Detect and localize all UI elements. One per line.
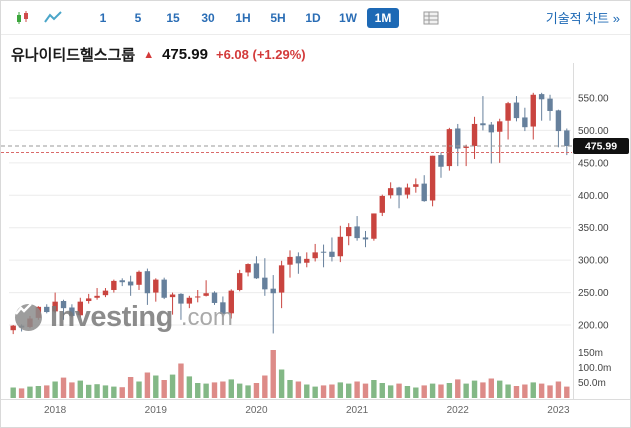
- svg-text:2021: 2021: [346, 405, 369, 416]
- technical-chart-link[interactable]: 기술적 차트 »: [545, 11, 620, 26]
- last-price: 475.99: [162, 46, 208, 63]
- svg-text:2018: 2018: [44, 405, 67, 416]
- candles: [10, 92, 570, 335]
- price-grid: [1, 63, 630, 400]
- timeframe-button-1W[interactable]: 1W: [339, 10, 357, 25]
- price-lines: [1, 145, 572, 153]
- timeframe-button-1M[interactable]: 1M: [367, 7, 399, 28]
- svg-text:350.00: 350.00: [578, 223, 609, 234]
- price-chart[interactable]: 550.00 500.00 450.00 400.00 350.00 300.00 250.…: [1, 63, 631, 428]
- svg-text:50.0m: 50.0m: [578, 378, 606, 389]
- svg-text:2020: 2020: [245, 405, 268, 416]
- timeframe-button-1D[interactable]: 1D: [305, 10, 321, 25]
- svg-text:200.00: 200.00: [578, 321, 609, 332]
- svg-text:400.00: 400.00: [578, 191, 609, 202]
- timeframe-button-5H[interactable]: 5H: [270, 10, 286, 25]
- axis-labels: 550.00 500.00 450.00 400.00 350.00 300.00 250.…: [44, 94, 611, 417]
- instrument-header: 유나이티드헬스그룹 ▲ 475.99 +6.08 (+1.29%): [1, 35, 630, 65]
- timeframe-button-1[interactable]: 1: [99, 10, 107, 25]
- svg-text:2023: 2023: [547, 405, 570, 416]
- current-price-tag: 475.99: [573, 138, 629, 155]
- svg-text:475.99: 475.99: [585, 141, 617, 153]
- line-chart-icon[interactable]: [41, 7, 65, 29]
- volume-bars: [10, 350, 570, 398]
- indicator-panel-icon[interactable]: [419, 7, 443, 29]
- timeframe-button-5[interactable]: 5: [134, 10, 142, 25]
- svg-text:2019: 2019: [145, 405, 168, 416]
- svg-text:250.00: 250.00: [578, 288, 609, 299]
- price-change: +6.08 (+1.29%): [215, 47, 306, 62]
- svg-text:150m: 150m: [578, 348, 603, 359]
- svg-text:100.0m: 100.0m: [578, 363, 611, 374]
- instrument-title: 유나이티드헬스그룹: [11, 47, 136, 64]
- svg-text:550.00: 550.00: [578, 94, 609, 105]
- timeframe-buttons: 1 5 15 30 1H 5H 1D 1W 1M: [87, 7, 399, 28]
- up-arrow-icon: ▲: [143, 48, 155, 61]
- svg-text:2022: 2022: [447, 405, 470, 416]
- timeframe-button-15[interactable]: 15: [166, 10, 180, 25]
- timeframe-button-1H[interactable]: 1H: [235, 10, 251, 25]
- candlestick-icon[interactable]: [11, 7, 35, 29]
- chart-toolbar: 1 5 15 30 1H 5H 1D 1W 1M 기술적 차트 »: [1, 1, 630, 35]
- svg-text:300.00: 300.00: [578, 256, 609, 267]
- svg-text:450.00: 450.00: [578, 158, 609, 169]
- timeframe-button-30[interactable]: 30: [201, 10, 215, 25]
- chart-area: 550.00 500.00 450.00 400.00 350.00 300.00 250.…: [1, 63, 631, 428]
- svg-text:500.00: 500.00: [578, 126, 609, 137]
